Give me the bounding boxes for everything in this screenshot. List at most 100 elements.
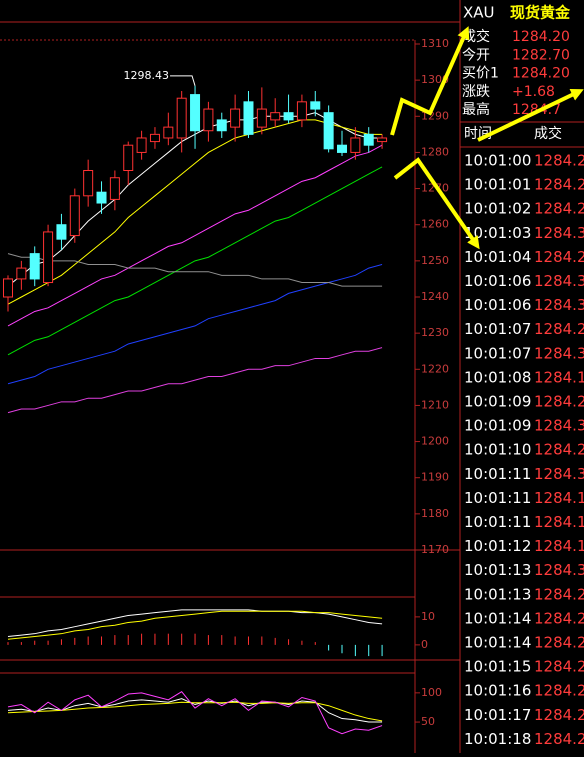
trade-price: 1284.3 bbox=[534, 296, 584, 314]
trade-time: 10:01:13 bbox=[464, 561, 531, 579]
indicator-line bbox=[7, 263, 383, 385]
indicator-line bbox=[7, 610, 383, 640]
candle-body bbox=[163, 126, 174, 139]
trade-price: 1284.2 bbox=[534, 706, 584, 724]
trade-time: 10:01:11 bbox=[464, 489, 531, 507]
candle-body bbox=[270, 112, 281, 121]
y-tick-label: 1260 bbox=[421, 218, 449, 231]
candle-body bbox=[96, 191, 107, 204]
instrument-name: 现货黄金 bbox=[510, 4, 571, 22]
candle-body bbox=[190, 94, 201, 132]
trade-time: 10:01:13 bbox=[464, 585, 531, 603]
trade-price: 1284.3 bbox=[534, 561, 584, 579]
trade-time: 10:01:04 bbox=[464, 248, 531, 266]
trade-time: 10:01:16 bbox=[464, 682, 531, 700]
trade-time: 10:01:17 bbox=[464, 706, 531, 724]
trade-price: 1284.2 bbox=[534, 320, 584, 338]
candle-body bbox=[323, 112, 334, 150]
trade-time: 10:01:10 bbox=[464, 441, 531, 459]
candle-body bbox=[216, 119, 227, 132]
candle-body bbox=[283, 112, 294, 121]
candle-body bbox=[149, 133, 160, 143]
y-tick-label: 1200 bbox=[421, 435, 449, 448]
trade-time: 10:01:01 bbox=[464, 176, 531, 194]
y-tick-label: 1310 bbox=[421, 37, 449, 50]
candle-body bbox=[109, 177, 120, 200]
candle-body bbox=[350, 137, 361, 153]
trade-time: 10:01:09 bbox=[464, 417, 531, 435]
y-tick-label: 1280 bbox=[421, 145, 449, 158]
candle-body bbox=[243, 101, 254, 135]
indicator-line bbox=[7, 347, 383, 414]
trade-price: 1284.2 bbox=[534, 634, 584, 652]
trade-time: 10:01:06 bbox=[464, 272, 531, 290]
candle-body bbox=[230, 108, 241, 128]
trade-time: 10:01:18 bbox=[464, 730, 531, 748]
trade-time: 10:01:11 bbox=[464, 513, 531, 531]
candle-body bbox=[29, 253, 40, 280]
drawn-arrow bbox=[477, 88, 584, 142]
field-value: 1284.20 bbox=[512, 29, 570, 45]
y-tick-label: 100 bbox=[421, 686, 442, 699]
y-tick-label: 10 bbox=[421, 610, 435, 623]
y-tick-label: 1220 bbox=[421, 362, 449, 375]
trade-time: 10:01:06 bbox=[464, 296, 531, 314]
candle-body bbox=[123, 144, 134, 171]
trade-price: 1284.1 bbox=[534, 513, 584, 531]
trade-price: 1284.1 bbox=[534, 368, 584, 386]
indicator-line bbox=[7, 253, 383, 287]
trade-time: 10:01:02 bbox=[464, 200, 531, 218]
symbol: XAU bbox=[463, 4, 495, 22]
indicator-line bbox=[7, 691, 383, 735]
trade-price: 1284.1 bbox=[534, 537, 584, 555]
trade-time: 10:01:07 bbox=[464, 344, 531, 362]
indicator-line bbox=[7, 144, 383, 327]
trade-price: 1284.2 bbox=[534, 176, 584, 194]
candle-body bbox=[296, 101, 307, 121]
trade-time: 10:01:14 bbox=[464, 634, 531, 652]
candle-body bbox=[136, 137, 147, 153]
trade-price: 1284.3 bbox=[534, 417, 584, 435]
indicator-line bbox=[7, 119, 383, 305]
candle-body bbox=[363, 133, 374, 146]
trade-time: 10:01:14 bbox=[464, 609, 531, 627]
y-tick-label: 1250 bbox=[421, 254, 449, 267]
trade-time: 10:01:00 bbox=[464, 152, 531, 170]
column-header: 成交 bbox=[534, 125, 562, 142]
candle-body bbox=[16, 267, 27, 280]
candle-body bbox=[377, 137, 388, 143]
indicator-line bbox=[7, 701, 383, 722]
trade-price: 1284.2 bbox=[534, 248, 584, 266]
trade-price: 1284.2 bbox=[534, 658, 584, 676]
trade-price: 1284.3 bbox=[534, 465, 584, 483]
y-tick-label: 1210 bbox=[421, 398, 449, 411]
field-label: 涨跌 bbox=[462, 84, 490, 100]
field-label: 成交 bbox=[462, 28, 490, 45]
annotation: 1298.43 bbox=[124, 69, 170, 82]
trade-time: 10:01:11 bbox=[464, 465, 531, 483]
field-value: +1.68 bbox=[512, 84, 555, 100]
candle-body bbox=[69, 195, 80, 237]
trade-time: 10:01:03 bbox=[464, 224, 531, 242]
trade-time: 10:01:07 bbox=[464, 320, 531, 338]
trade-price: 1284.2 bbox=[534, 585, 584, 603]
candle-body bbox=[310, 101, 321, 110]
y-tick-label: 50 bbox=[421, 715, 435, 728]
trade-price: 1284.2 bbox=[534, 730, 584, 748]
candle-body bbox=[176, 97, 187, 139]
y-tick-label: 1170 bbox=[421, 543, 449, 556]
y-tick-label: 1180 bbox=[421, 507, 449, 520]
candle-body bbox=[256, 108, 267, 128]
y-tick-label: 1230 bbox=[421, 326, 449, 339]
indicator-line bbox=[7, 166, 383, 356]
field-label: 买价1 bbox=[462, 66, 499, 82]
trade-price: 1284.2 bbox=[534, 682, 584, 700]
candle-body bbox=[43, 231, 54, 284]
candle-body bbox=[203, 108, 214, 132]
trade-price: 1284.2 bbox=[534, 200, 584, 218]
candle-body bbox=[3, 278, 13, 298]
trade-price: 1284.3 bbox=[534, 224, 584, 242]
trade-time: 10:01:09 bbox=[464, 393, 531, 411]
trade-price: 1284.2 bbox=[534, 441, 584, 459]
trade-price: 1284.3 bbox=[534, 344, 584, 362]
